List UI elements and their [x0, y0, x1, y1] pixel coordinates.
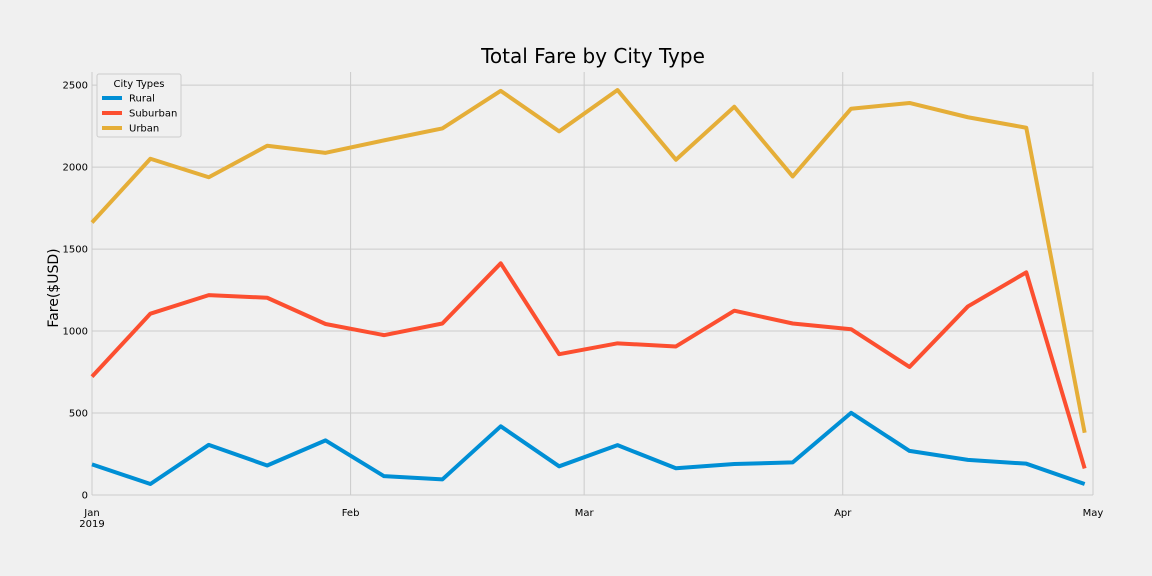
legend-label-rural: Rural: [129, 94, 155, 105]
y-tick-label: 500: [69, 409, 88, 420]
y-tick-label: 1000: [63, 327, 88, 338]
grid-lines: [91, 72, 1094, 496]
y-tick-labels: 0 500 1000 1500 2000 2500: [63, 81, 88, 502]
x-tick-label: May: [1083, 508, 1104, 519]
y-tick-label: 1500: [63, 245, 88, 256]
x-tick-label: Mar: [575, 508, 595, 519]
x-tick-sublabel: 2019: [79, 519, 104, 530]
series-lines: [90, 88, 1087, 487]
y-tick-label: 2000: [63, 163, 88, 174]
y-tick-label: 0: [82, 491, 88, 502]
legend-box: [96, 73, 182, 138]
y-tick-label: 2500: [63, 81, 88, 92]
series-line-urban: [90, 88, 1087, 434]
legend: City Types Rural Suburban Urban: [96, 73, 182, 138]
legend-label-suburban: Suburban: [129, 109, 177, 120]
legend-label-urban: Urban: [129, 124, 159, 135]
x-tick-label: Jan: [83, 508, 99, 519]
chart-title: Total Fare by City Type: [480, 44, 705, 68]
x-tick-label: Feb: [342, 508, 360, 519]
x-tick-label: Apr: [834, 508, 852, 519]
series-line-rural: [91, 410, 1086, 487]
series-line-suburban: [90, 261, 1087, 470]
y-axis-label: Fare($USD): [46, 248, 62, 327]
legend-title: City Types: [114, 79, 165, 90]
